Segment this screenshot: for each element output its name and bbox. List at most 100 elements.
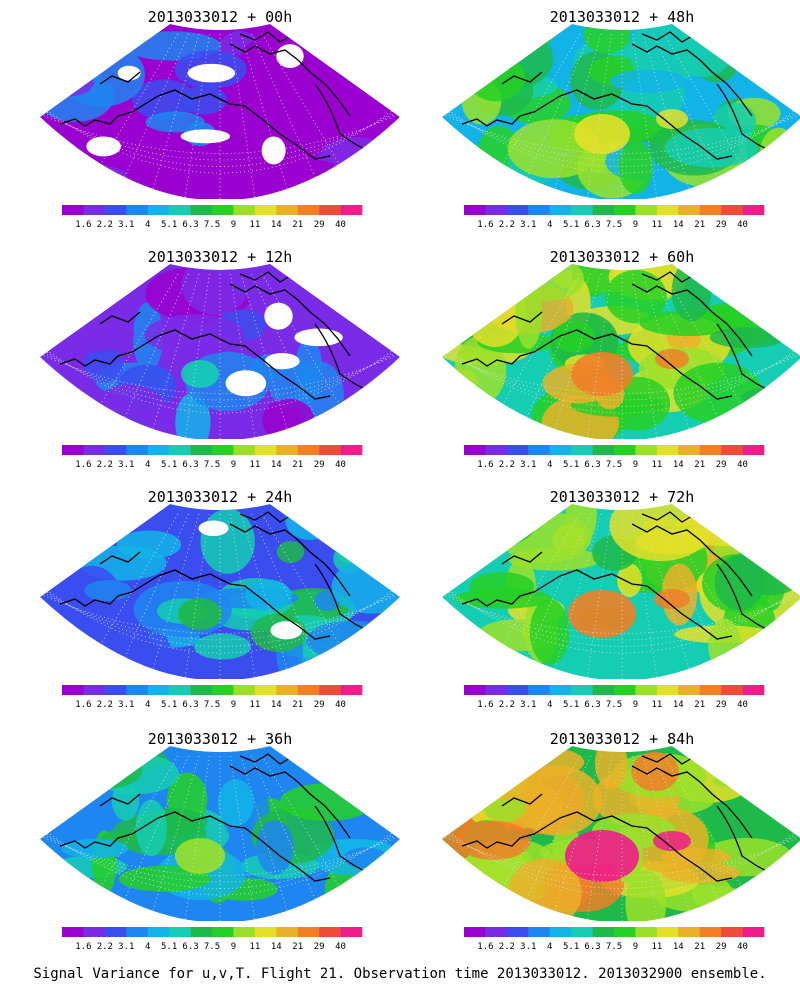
colorbar-label: 14 bbox=[673, 700, 684, 710]
contour-blob bbox=[618, 140, 654, 194]
colorbar: 1.6 2.2 3.1 4 5.1 6.3 7.5 9 11 14 21 29 40 bbox=[464, 927, 765, 952]
colorbar-label: 29 bbox=[716, 942, 727, 952]
colorbar-label: 5.1 bbox=[161, 220, 177, 230]
coastline bbox=[59, 511, 386, 640]
colorbar-swatch bbox=[614, 445, 636, 455]
colorbar-swatch bbox=[169, 927, 191, 937]
colorbar-swatch bbox=[528, 445, 551, 455]
contour-blob bbox=[343, 847, 388, 869]
colorbar-swatch bbox=[549, 927, 572, 937]
colorbar-label: 14 bbox=[673, 942, 684, 952]
colorbar-swatch bbox=[571, 205, 593, 215]
colorbar-swatch bbox=[614, 927, 636, 937]
colorbar-swatch bbox=[83, 927, 106, 937]
colorbar-label: 2.2 bbox=[97, 700, 113, 710]
colorbar-label: 9 bbox=[633, 942, 638, 952]
variance-map bbox=[442, 24, 800, 199]
colorbar-label: 2.2 bbox=[97, 220, 113, 230]
coastline bbox=[59, 753, 386, 882]
colorbar-label: 21 bbox=[292, 220, 303, 230]
colorbar-swatch bbox=[190, 445, 213, 455]
colorbar-swatch bbox=[254, 445, 277, 455]
colorbar-swatch bbox=[635, 927, 658, 937]
colorbar-label: 21 bbox=[694, 220, 705, 230]
forecast-panel: 2013033012 + 72h 1.6 2.2 3.1 4 5.1 6.3 7.5 9 11 14… bbox=[442, 484, 800, 729]
contour-blob bbox=[333, 514, 364, 564]
contour-blob bbox=[755, 524, 799, 545]
colorbar-swatch bbox=[169, 205, 191, 215]
colorbar-swatch bbox=[340, 927, 363, 937]
colorbar-swatch bbox=[592, 927, 615, 937]
panel-title: 2013033012 + 72h bbox=[549, 488, 695, 506]
colorbar-swatch bbox=[678, 685, 701, 695]
colorbar-swatch bbox=[62, 685, 84, 695]
contour-blob bbox=[605, 270, 667, 324]
contour-blob bbox=[743, 750, 800, 791]
colorbar-swatch bbox=[276, 205, 299, 215]
colorbar-label: 6.3 bbox=[584, 942, 600, 952]
colorbar-label: 5.1 bbox=[161, 700, 177, 710]
colorbar-label: 11 bbox=[249, 700, 260, 710]
colorbar-swatch bbox=[190, 927, 213, 937]
colorbar-swatch bbox=[319, 927, 341, 937]
colorbar-swatch bbox=[340, 685, 363, 695]
colorbar-swatch bbox=[614, 205, 636, 215]
colorbar-label: 29 bbox=[314, 942, 325, 952]
contour-blob bbox=[43, 504, 101, 556]
coastline bbox=[461, 511, 788, 640]
colorbar-swatch bbox=[169, 445, 191, 455]
colorbar-label: 14 bbox=[271, 942, 282, 952]
colorbar-swatch bbox=[126, 685, 149, 695]
colorbar-label: 6.3 bbox=[584, 700, 600, 710]
contour-blob bbox=[454, 588, 552, 609]
colorbar-swatch bbox=[254, 205, 277, 215]
forecast-panel: 2013033012 + 36h 1.6 2.2 3.1 4 5.1 6.3 7.5 9 11 14… bbox=[40, 726, 400, 971]
contour-blob bbox=[41, 68, 94, 97]
colorbar-swatch bbox=[297, 685, 320, 695]
colorbar-swatch bbox=[678, 927, 701, 937]
colorbar-swatch bbox=[571, 445, 593, 455]
colorbar-swatch bbox=[104, 685, 127, 695]
contour-blob bbox=[276, 541, 305, 563]
colorbar-label: 4 bbox=[145, 700, 150, 710]
colorbar-label: 29 bbox=[716, 220, 727, 230]
colorbar: 1.6 2.2 3.1 4 5.1 6.3 7.5 9 11 14 21 29 40 bbox=[62, 927, 363, 952]
contour-blob bbox=[75, 751, 142, 789]
colorbar-label: 40 bbox=[335, 460, 346, 470]
colorbar-label: 7.5 bbox=[204, 700, 220, 710]
forecast-panel: 2013033012 + 60h 1.6 2.2 3.1 4 5.1 6.3 7.5 9 11 14… bbox=[442, 244, 800, 489]
colorbar-label: 5.1 bbox=[563, 700, 579, 710]
colorbar-label: 40 bbox=[737, 220, 748, 230]
colorbar-swatch bbox=[233, 205, 256, 215]
colorbar-label: 6.3 bbox=[182, 460, 198, 470]
variance-map bbox=[442, 746, 800, 921]
colorbar-label: 6.3 bbox=[182, 942, 198, 952]
colorbar-label: 29 bbox=[314, 220, 325, 230]
colorbar-swatch bbox=[297, 927, 320, 937]
colorbar-label: 1.6 bbox=[75, 942, 91, 952]
contour-blob bbox=[478, 762, 542, 801]
colorbar-label: 21 bbox=[694, 460, 705, 470]
coastline bbox=[461, 753, 788, 882]
colorbar-swatch bbox=[699, 927, 722, 937]
colorbar-swatch bbox=[635, 685, 658, 695]
colorbar-label: 11 bbox=[651, 942, 662, 952]
colorbar-label: 9 bbox=[231, 942, 236, 952]
colorbar: 1.6 2.2 3.1 4 5.1 6.3 7.5 9 11 14 21 29 40 bbox=[62, 445, 363, 470]
colorbar-swatch bbox=[297, 445, 320, 455]
colorbar-swatch bbox=[721, 205, 743, 215]
colorbar-swatch bbox=[319, 685, 341, 695]
contour-blob bbox=[760, 746, 800, 781]
panel-title: 2013033012 + 60h bbox=[549, 248, 695, 266]
colorbar-swatch bbox=[721, 927, 743, 937]
colorbar: 1.6 2.2 3.1 4 5.1 6.3 7.5 9 11 14 21 29 40 bbox=[62, 685, 363, 710]
colorbar-label: 1.6 bbox=[75, 220, 91, 230]
colorbar-label: 4 bbox=[145, 220, 150, 230]
contour-blob bbox=[714, 555, 765, 611]
colorbar-swatch bbox=[62, 927, 84, 937]
contour-blob bbox=[83, 346, 124, 383]
panel-title: 2013033012 + 36h bbox=[147, 730, 293, 748]
colorbar-label: 2.2 bbox=[499, 460, 515, 470]
colorbar-label: 2.2 bbox=[499, 220, 515, 230]
colorbar-label: 3.1 bbox=[118, 460, 134, 470]
